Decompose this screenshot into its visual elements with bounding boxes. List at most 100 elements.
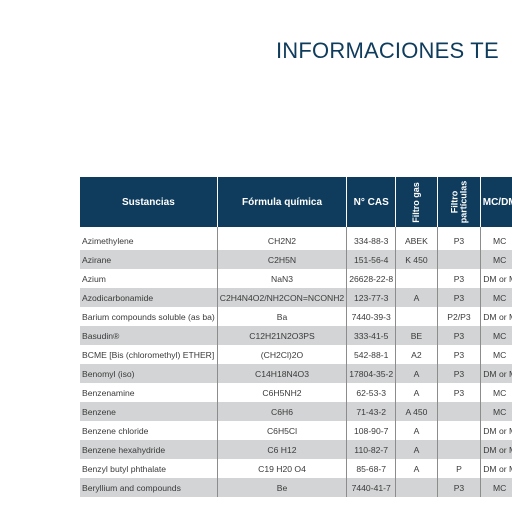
cell-cas: 85-68-7 (346, 459, 397, 478)
cell-gas-filter (395, 307, 438, 326)
cell-substance: Azimethylene (80, 227, 218, 250)
table-row: Beryllium and compounds Be 7440-41-7 P3 … (80, 478, 512, 497)
cell-cas: 26628-22-8 (346, 269, 397, 288)
cell-cas: 110-82-7 (346, 440, 397, 459)
cell-particle-filter: P3 (437, 345, 482, 364)
cell-substance: Azodicarbonamide (80, 288, 218, 307)
header-cas: N° CAS (346, 177, 397, 227)
header-filtro-particulas: Filtro partículas (437, 177, 482, 227)
table-row: Benzenamine C6H5NH2 62-53-3 A P3 MC (80, 383, 512, 402)
table-row: Azodicarbonamide C2H4N4O2/NH2CON=NCONH2 … (80, 288, 512, 307)
cell-mc-dm: MC (480, 345, 512, 364)
header-mc-dm: MC/DM (480, 177, 512, 227)
cell-formula: C6H6 (217, 402, 348, 421)
table-row: Benzene hexahydride C6 H12 110-82-7 A DM… (80, 440, 512, 459)
cell-cas: 151-56-4 (346, 250, 397, 269)
cell-substance: Azium (80, 269, 218, 288)
cell-formula: C2H4N4O2/NH2CON=NCONH2 (217, 288, 348, 307)
cell-particle-filter: P2/P3 (437, 307, 482, 326)
cell-formula: (CH2Cl)2O (217, 345, 348, 364)
cell-gas-filter: A 450 (395, 402, 438, 421)
cell-particle-filter: P3 (437, 478, 482, 497)
header-sustancias: Sustancias (80, 177, 218, 227)
page-title: INFORMACIONES TE (276, 38, 499, 63)
cell-particle-filter (437, 440, 482, 459)
cell-mc-dm: MC (480, 383, 512, 402)
cell-substance: Azirane (80, 250, 218, 269)
header-filtro-particulas-label: Filtro partículas (449, 180, 468, 223)
cell-particle-filter: P3 (437, 364, 482, 383)
table-row: Basudin® C12H21N2O3PS 333-41-5 BE P3 MC (80, 326, 512, 345)
table-row: Benzene C6H6 71-43-2 A 450 MC (80, 402, 512, 421)
header-filtro-particulas-line2: partículas (457, 180, 468, 223)
cell-gas-filter (395, 478, 438, 497)
cell-gas-filter: A (395, 440, 438, 459)
cell-particle-filter (437, 250, 482, 269)
cell-cas: 17804-35-2 (346, 364, 397, 383)
cell-substance: Benomyl (iso) (80, 364, 218, 383)
cell-gas-filter: A2 (395, 345, 438, 364)
table-row: Azium NaN3 26628-22-8 P3 DM or M (80, 269, 512, 288)
table-row: BCME [Bis (chloromethyl) ETHER] (CH2Cl)2… (80, 345, 512, 364)
cell-gas-filter: BE (395, 326, 438, 345)
cell-mc-dm: MC (480, 227, 512, 250)
cell-substance: Benzyl butyl phthalate (80, 459, 218, 478)
table-row: Azimethylene CH2N2 334-88-3 ABEK P3 MC (80, 227, 512, 250)
cell-mc-dm: MC (480, 288, 512, 307)
cell-formula: C19 H20 O4 (217, 459, 348, 478)
cell-formula: CH2N2 (217, 227, 348, 250)
cell-mc-dm: DM or M (480, 440, 512, 459)
cell-substance: Benzenamine (80, 383, 218, 402)
cell-mc-dm: MC (480, 402, 512, 421)
cell-gas-filter: A (395, 383, 438, 402)
cell-particle-filter (437, 402, 482, 421)
cell-cas: 62-53-3 (346, 383, 397, 402)
cell-gas-filter: K 450 (395, 250, 438, 269)
cell-particle-filter: P3 (437, 326, 482, 345)
cell-cas: 108-90-7 (346, 421, 397, 440)
cell-substance: Basudin® (80, 326, 218, 345)
table-row: Azirane C2H5N 151-56-4 K 450 MC (80, 250, 512, 269)
cell-gas-filter (395, 269, 438, 288)
cell-formula: C12H21N2O3PS (217, 326, 348, 345)
cell-gas-filter: ABEK (395, 227, 438, 250)
cell-mc-dm: DM or M (480, 364, 512, 383)
table-row: Benzyl butyl phthalate C19 H20 O4 85-68-… (80, 459, 512, 478)
cell-mc-dm: DM or M (480, 307, 512, 326)
cell-cas: 7440-39-3 (346, 307, 397, 326)
cell-cas: 71-43-2 (346, 402, 397, 421)
cell-particle-filter: P3 (437, 227, 482, 250)
table-row: Benzene chloride C6H5Cl 108-90-7 A DM or… (80, 421, 512, 440)
cell-substance: Benzene hexahydride (80, 440, 218, 459)
cell-cas: 542-88-1 (346, 345, 397, 364)
header-formula: Fórmula química (217, 177, 348, 227)
cell-gas-filter: A (395, 421, 438, 440)
cell-mc-dm: MC (480, 326, 512, 345)
cell-mc-dm: DM or M (480, 421, 512, 440)
cell-cas: 333-41-5 (346, 326, 397, 345)
cell-substance: Benzene chloride (80, 421, 218, 440)
substances-table: Sustancias Fórmula química N° CAS Filtro… (80, 177, 512, 497)
cell-gas-filter: A (395, 459, 438, 478)
cell-substance: Barium compounds soluble (as ba) (80, 307, 218, 326)
header-filtro-gas: Filtro gas (395, 177, 438, 227)
cell-cas: 123-77-3 (346, 288, 397, 307)
table-header-row: Sustancias Fórmula química N° CAS Filtro… (80, 177, 512, 227)
cell-formula: C14H18N4O3 (217, 364, 348, 383)
table-row: Benomyl (iso) C14H18N4O3 17804-35-2 A P3… (80, 364, 512, 383)
cell-mc-dm: MC (480, 478, 512, 497)
cell-cas: 334-88-3 (346, 227, 397, 250)
cell-mc-dm: DM or M (480, 269, 512, 288)
cell-formula: C6H5NH2 (217, 383, 348, 402)
cell-formula: C6 H12 (217, 440, 348, 459)
header-filtro-gas-label: Filtro gas (410, 181, 421, 223)
cell-particle-filter: P (437, 459, 482, 478)
cell-mc-dm: MC (480, 250, 512, 269)
cell-formula: NaN3 (217, 269, 348, 288)
cell-particle-filter: P3 (437, 288, 482, 307)
cell-particle-filter (437, 421, 482, 440)
cell-formula: Be (217, 478, 348, 497)
cell-substance: BCME [Bis (chloromethyl) ETHER] (80, 345, 218, 364)
cell-substance: Beryllium and compounds (80, 478, 218, 497)
table-row: Barium compounds soluble (as ba) Ba 7440… (80, 307, 512, 326)
